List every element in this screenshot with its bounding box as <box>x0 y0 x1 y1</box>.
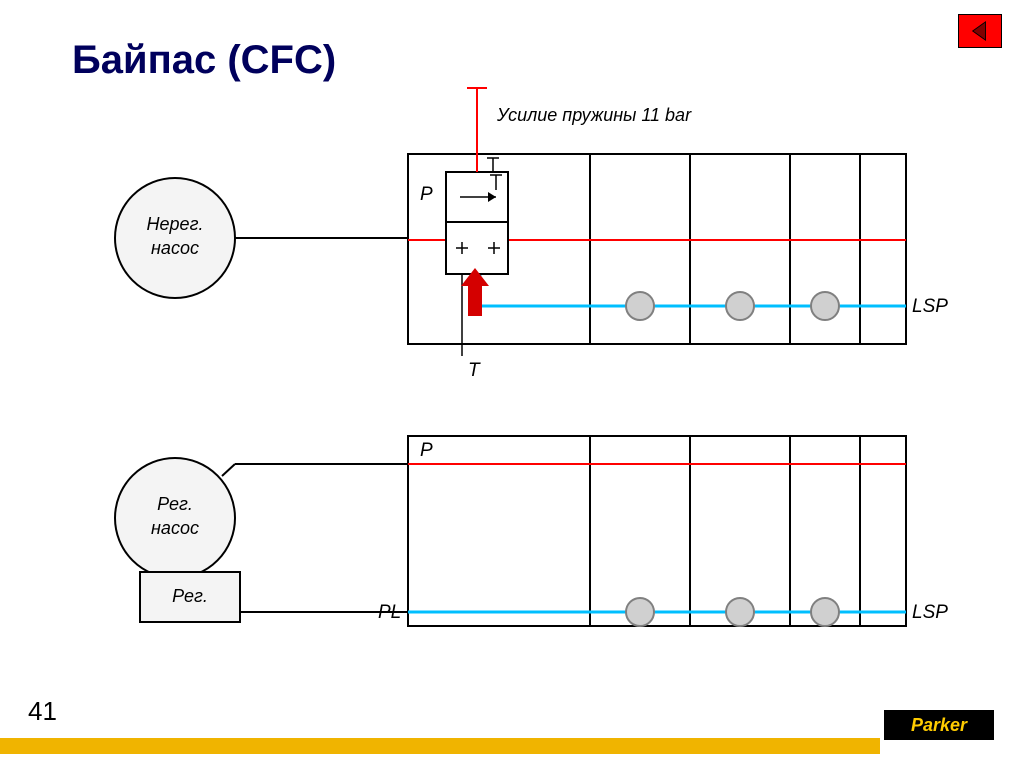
label-p-bottom: P <box>420 440 433 461</box>
label-lsp-bottom: LSP <box>912 602 948 623</box>
label-t: T <box>468 360 481 381</box>
page-number: 41 <box>28 696 57 727</box>
lsp-line-top <box>480 270 906 306</box>
svg-text:насос: насос <box>151 238 199 258</box>
label-pl: PL <box>378 602 401 623</box>
footer-accent-bar <box>0 738 880 754</box>
spring-label: Усилие пружины 11 bar <box>496 105 692 125</box>
label-lsp-top: LSP <box>912 296 948 317</box>
hydraulic-diagram: Усилие пружины 11 bar Нерег. насос P T L… <box>0 0 1024 768</box>
parker-logo: Parker <box>884 710 994 740</box>
svg-text:Рег.: Рег. <box>157 494 193 514</box>
svg-text:Рег.: Рег. <box>172 586 208 606</box>
svg-text:насос: насос <box>151 518 199 538</box>
label-p-top: P <box>420 184 433 205</box>
svg-text:Нерег.: Нерег. <box>147 214 204 234</box>
